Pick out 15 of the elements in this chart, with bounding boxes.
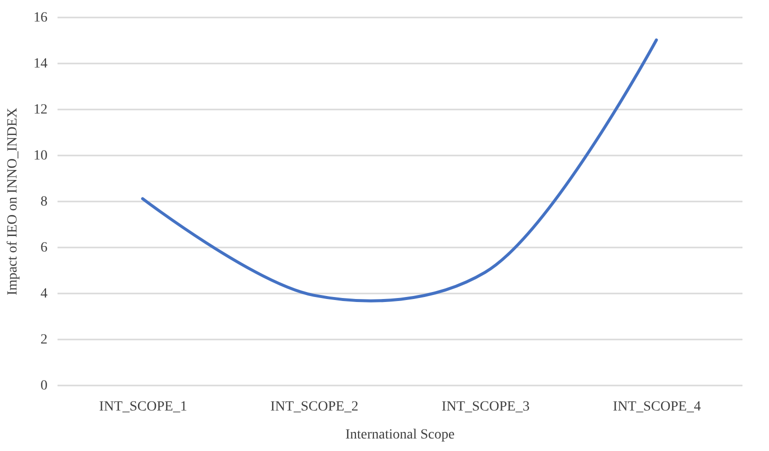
y-axis-title: Impact of IEO on INNO_INDEX	[6, 108, 20, 296]
y-tick-label: 12	[34, 102, 48, 118]
x-axis-title: International Scope	[345, 428, 455, 442]
x-tick-label: INT_SCOPE_2	[270, 400, 358, 414]
y-tick-label: 8	[40, 194, 48, 210]
y-tick-label: 14	[34, 56, 48, 72]
y-tick-label: 16	[34, 10, 48, 26]
y-tick-label: 4	[40, 286, 48, 302]
y-tick-label: 6	[40, 240, 48, 256]
y-tick-label: 2	[40, 332, 48, 348]
y-tick-label: 10	[34, 148, 48, 164]
x-tick-label: INT_SCOPE_1	[99, 400, 188, 414]
x-tick-label: INT_SCOPE_3	[442, 400, 530, 414]
y-tick-label: 0	[40, 378, 48, 394]
x-tick-label: INT_SCOPE_4	[612, 400, 701, 414]
